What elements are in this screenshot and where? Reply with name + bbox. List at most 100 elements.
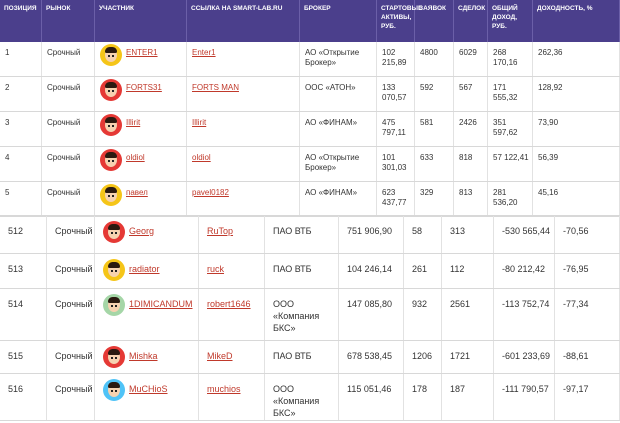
cell-position: 3 xyxy=(0,112,42,146)
cell-assets: 102 215,89 xyxy=(377,42,415,76)
cell-deals: 6029 xyxy=(454,42,488,76)
cell-market: Срочный xyxy=(47,341,95,373)
cell-broker: ПАО ВТБ xyxy=(265,254,339,288)
header-broker: БРОКЕР xyxy=(300,0,377,42)
cell-assets: 147 085,80 xyxy=(339,289,404,340)
cell-broker: ПАО ВТБ xyxy=(265,341,339,373)
cell-broker: АО «ФИНАМ» xyxy=(300,112,377,146)
cell-income: 57 122,41 xyxy=(488,147,533,181)
cell-orders: 261 xyxy=(404,254,442,288)
table-row: 512 Срочный Georg RuTop ПАО ВТБ 751 906,… xyxy=(0,216,620,254)
avatar xyxy=(103,379,125,401)
participant-link[interactable]: 1DIMICANDUM xyxy=(129,299,193,309)
cell-income: 351 597,62 xyxy=(488,112,533,146)
cell-market: Срочный xyxy=(42,77,95,111)
cell-deals: 112 xyxy=(442,254,494,288)
cell-income: -111 790,57 xyxy=(494,374,555,420)
cell-broker: ПАО ВТБ xyxy=(265,216,339,253)
header-deals: СДЕЛОК xyxy=(454,0,488,42)
smartlab-profile-link[interactable]: RuTop xyxy=(207,226,234,236)
smartlab-profile-link[interactable]: Enter1 xyxy=(192,48,216,57)
cell-orders: 1206 xyxy=(404,341,442,373)
leaderboard-bottom: 512 Срочный Georg RuTop ПАО ВТБ 751 906,… xyxy=(0,215,620,421)
table-row: 2 Срочный FORTS31 FORTS MAN ООС «АТОН» 1… xyxy=(0,77,620,112)
cell-deals: 313 xyxy=(442,216,494,253)
cell-position: 1 xyxy=(0,42,42,76)
header-yield: ДОХОДНОСТЬ, % xyxy=(533,0,620,42)
avatar xyxy=(103,346,125,368)
cell-market: Срочный xyxy=(47,374,95,420)
avatar xyxy=(100,114,122,136)
cell-orders: 633 xyxy=(415,147,454,181)
smartlab-profile-link[interactable]: robert1646 xyxy=(207,299,251,309)
avatar xyxy=(103,294,125,316)
cell-orders: 592 xyxy=(415,77,454,111)
table-row: 1 Срочный ENTER1 Enter1 АО «Открытие Бро… xyxy=(0,42,620,77)
cell-yield: 128,92 xyxy=(533,77,620,111)
participant-link[interactable]: ENTER1 xyxy=(126,48,158,57)
avatar xyxy=(103,221,125,243)
table-row: 5 Срочный павел pavel0182 АО «ФИНАМ» 623… xyxy=(0,182,620,217)
cell-market: Срочный xyxy=(42,147,95,181)
participant-link[interactable]: Illirit xyxy=(126,118,141,127)
cell-assets: 751 906,90 xyxy=(339,216,404,253)
avatar xyxy=(100,184,122,206)
cell-assets: 623 437,77 xyxy=(377,182,415,216)
smartlab-profile-link[interactable]: oldiol xyxy=(192,153,211,162)
cell-position: 514 xyxy=(0,289,47,340)
smartlab-profile-link[interactable]: MikeD xyxy=(207,351,233,361)
smartlab-profile-link[interactable]: FORTS MAN xyxy=(192,83,239,92)
cell-yield: -76,95 xyxy=(555,254,620,288)
cell-income: 171 555,32 xyxy=(488,77,533,111)
cell-orders: 4800 xyxy=(415,42,454,76)
cell-market: Срочный xyxy=(47,254,95,288)
cell-market: Срочный xyxy=(42,112,95,146)
table-row: 4 Срочный oldiol oldiol АО «Открытие Бро… xyxy=(0,147,620,182)
cell-income: -80 212,42 xyxy=(494,254,555,288)
table-row: 3 Срочный Illirit Illirit АО «ФИНАМ» 475… xyxy=(0,112,620,147)
header-participant: УЧАСТНИК xyxy=(95,0,187,42)
cell-market: Срочный xyxy=(47,289,95,340)
cell-orders: 932 xyxy=(404,289,442,340)
cell-position: 5 xyxy=(0,182,42,216)
cell-yield: 56,39 xyxy=(533,147,620,181)
table-row: 514 Срочный 1DIMICANDUM robert1646 ООО «… xyxy=(0,289,620,341)
participant-link[interactable]: Georg xyxy=(129,226,155,236)
cell-broker: АО «Открытие Брокер» xyxy=(300,42,377,76)
cell-orders: 581 xyxy=(415,112,454,146)
cell-market: Срочный xyxy=(42,182,95,216)
cell-income: 268 170,16 xyxy=(488,42,533,76)
cell-assets: 104 246,14 xyxy=(339,254,404,288)
cell-assets: 115 051,46 xyxy=(339,374,404,420)
avatar xyxy=(100,149,122,171)
cell-position: 512 xyxy=(0,216,47,253)
cell-assets: 475 797,11 xyxy=(377,112,415,146)
participant-link[interactable]: MuCHioS xyxy=(129,384,168,394)
cell-broker: АО «ФИНАМ» xyxy=(300,182,377,216)
participant-link[interactable]: oldiol xyxy=(126,153,145,162)
cell-assets: 101 301,03 xyxy=(377,147,415,181)
participant-link[interactable]: radiator xyxy=(129,264,160,274)
avatar xyxy=(103,259,125,281)
header-market: РЫНОК xyxy=(42,0,95,42)
cell-market: Срочный xyxy=(47,216,95,253)
smartlab-profile-link[interactable]: ruck xyxy=(207,264,225,274)
table-row: 516 Срочный MuCHioS muchios ООО «Компани… xyxy=(0,374,620,421)
cell-deals: 2426 xyxy=(454,112,488,146)
smartlab-profile-link[interactable]: pavel0182 xyxy=(192,188,229,197)
cell-deals: 813 xyxy=(454,182,488,216)
participant-link[interactable]: Mishka xyxy=(129,351,158,361)
table-header: ПОЗИЦИЯ РЫНОК УЧАСТНИК ССЫЛКА НА SMART-L… xyxy=(0,0,620,42)
header-orders: ЗАЯВОК xyxy=(415,0,454,42)
cell-deals: 187 xyxy=(442,374,494,420)
cell-position: 513 xyxy=(0,254,47,288)
smartlab-profile-link[interactable]: Illirit xyxy=(192,118,207,127)
participant-link[interactable]: FORTS31 xyxy=(126,83,162,92)
cell-yield: 45,16 xyxy=(533,182,620,216)
avatar xyxy=(100,44,122,66)
cell-yield: -70,56 xyxy=(555,216,620,253)
participant-link[interactable]: павел xyxy=(126,188,148,197)
cell-position: 4 xyxy=(0,147,42,181)
cell-yield: -88,61 xyxy=(555,341,620,373)
smartlab-profile-link[interactable]: muchios xyxy=(207,384,241,394)
